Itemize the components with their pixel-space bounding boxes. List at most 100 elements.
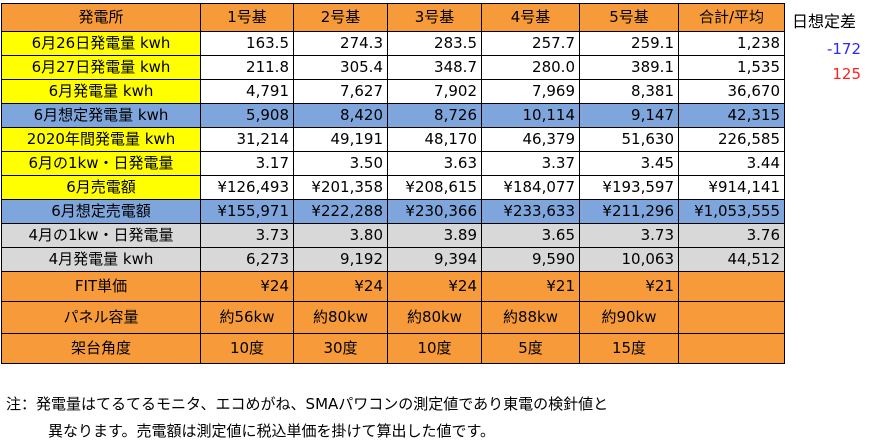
row-label: 4月発電量 kwh — [1, 247, 201, 272]
table-cell: 9,192 — [293, 247, 388, 272]
table-cell: ¥21 — [481, 271, 580, 302]
table-cell: 274.3 — [293, 31, 388, 56]
table-cell: 211.8 — [200, 55, 294, 80]
table-cell: 226,585 — [678, 127, 785, 152]
row-label: 6月27日発電量 kwh — [1, 55, 201, 80]
table-row: 6月27日発電量 kwh 211.8 305.4 348.7 280.0 389.1 1,5… — [1, 55, 785, 80]
table-cell: 3.63 — [387, 151, 482, 176]
row-label: 6月想定発電量 kwh — [1, 103, 201, 128]
table-cell: ¥201,358 — [293, 175, 388, 200]
table-cell: 31,214 — [200, 127, 294, 152]
table-cell: 約90kw — [579, 301, 679, 334]
table-cell: 48,170 — [387, 127, 482, 152]
table-cell: 163.5 — [200, 31, 294, 56]
table-cell: ¥155,971 — [200, 199, 294, 224]
table-cell: 8,726 — [387, 103, 482, 128]
table-cell: 約88kw — [481, 301, 580, 334]
table-cell: 7,902 — [387, 79, 482, 104]
row-label: 6月想定売電額 — [1, 199, 201, 224]
row-label: 架台角度 — [1, 333, 201, 364]
table-cell: ¥193,597 — [579, 175, 679, 200]
row-label: 6月の1kw・日発電量 — [1, 151, 201, 176]
table-cell: 約80kw — [293, 301, 388, 334]
table-row: 4月の1kw・日発電量 3.73 3.80 3.89 3.65 3.73 3.76 — [1, 223, 785, 248]
header-col-4: 4号基 — [481, 3, 580, 32]
power-plant-table: 発電所 1号基 2号基 3号基 4号基 5号基 合計/平均 6月26日発電量 kwh 163.5… — [1, 3, 785, 364]
table-cell: 10度 — [200, 333, 294, 364]
table-cell: 10度 — [387, 333, 482, 364]
table-cell: ¥914,141 — [678, 175, 785, 200]
table-cell: 4,791 — [200, 79, 294, 104]
table-cell: 3.73 — [200, 223, 294, 248]
table-cell: 1,238 — [678, 31, 785, 56]
table-cell: 30度 — [293, 333, 388, 364]
header-col-2: 2号基 — [293, 3, 388, 32]
table-cell: 8,381 — [579, 79, 679, 104]
table-cell: 5度 — [481, 333, 580, 364]
table-cell: ¥24 — [387, 271, 482, 302]
table-cell: 44,512 — [678, 247, 785, 272]
table-cell: 3.73 — [579, 223, 679, 248]
table-row: 6月発電量 kwh 4,791 7,627 7,902 7,969 8,381 36,670 — [1, 79, 785, 104]
header-col-1: 1号基 — [200, 3, 294, 32]
table-cell: 3.44 — [678, 151, 785, 176]
table-cell: 約56kw — [200, 301, 294, 334]
table-cell: 389.1 — [579, 55, 679, 80]
table-cell: ¥222,288 — [293, 199, 388, 224]
table-row: 6月想定発電量 kwh 5,908 8,420 8,726 10,114 9,147 42,… — [1, 103, 785, 128]
table-cell: 348.7 — [387, 55, 482, 80]
table-cell: ¥24 — [200, 271, 294, 302]
table-row: 2020年間発電量 kwh 31,214 49,191 48,170 46,379 51,… — [1, 127, 785, 152]
table-cell: ¥21 — [579, 271, 679, 302]
header-col-6: 合計/平均 — [678, 3, 785, 32]
table-cell: 283.5 — [387, 31, 482, 56]
table-cell: 5,908 — [200, 103, 294, 128]
table-cell: 3.45 — [579, 151, 679, 176]
table-cell — [678, 301, 785, 334]
diff-jun26: -172 — [826, 40, 861, 58]
row-label: 2020年間発電量 kwh — [1, 127, 201, 152]
table-cell: 36,670 — [678, 79, 785, 104]
row-label: パネル容量 — [1, 301, 201, 334]
table-cell: 3.89 — [387, 223, 482, 248]
table-cell: 51,630 — [579, 127, 679, 152]
table-cell: 9,147 — [579, 103, 679, 128]
table-row: 6月26日発電量 kwh 163.5 274.3 283.5 257.7 259.1 1,2… — [1, 31, 785, 56]
table-row: 6月想定売電額 ¥155,971 ¥222,288 ¥230,366 ¥233,633 ¥… — [1, 199, 785, 224]
table-cell: 8,420 — [293, 103, 388, 128]
table-cell: 49,191 — [293, 127, 388, 152]
table-cell: 9,590 — [481, 247, 580, 272]
table-cell: 6,273 — [200, 247, 294, 272]
table-cell: 42,315 — [678, 103, 785, 128]
table-cell: 10,063 — [579, 247, 679, 272]
table-row: 6月の1kw・日発電量 3.17 3.50 3.63 3.37 3.45 3.44 — [1, 151, 785, 176]
table-cell: 10,114 — [481, 103, 580, 128]
table-row: パネル容量 約56kw 約80kw 約80kw 約88kw 約90kw — [1, 301, 785, 334]
table-cell: ¥211,296 — [579, 199, 679, 224]
table-cell: 1,535 — [678, 55, 785, 80]
table-cell: 7,969 — [481, 79, 580, 104]
diff-jun27: 125 — [832, 65, 861, 83]
footnote-line-2: 異なります。売電額は測定値に税込単価を掛けて算出した値です。 — [48, 422, 496, 440]
table-cell: 3.37 — [481, 151, 580, 176]
table-cell: 約80kw — [387, 301, 482, 334]
daily-expected-diff-title: 日想定差 — [792, 12, 857, 31]
table-cell: 305.4 — [293, 55, 388, 80]
table-cell: 3.17 — [200, 151, 294, 176]
table-cell: ¥208,615 — [387, 175, 482, 200]
table-row: FIT単価 ¥24 ¥24 ¥24 ¥21 ¥21 — [1, 271, 785, 302]
table-cell: ¥184,077 — [481, 175, 580, 200]
table-cell: 9,394 — [387, 247, 482, 272]
row-label: FIT単価 — [1, 271, 201, 302]
table-cell: 46,379 — [481, 127, 580, 152]
row-label: 6月発電量 kwh — [1, 79, 201, 104]
table-cell: ¥230,366 — [387, 199, 482, 224]
table-row: 4月発電量 kwh 6,273 9,192 9,394 9,590 10,063 44,51… — [1, 247, 785, 272]
table-cell: 3.76 — [678, 223, 785, 248]
row-label: 4月の1kw・日発電量 — [1, 223, 201, 248]
header-col-3: 3号基 — [387, 3, 482, 32]
table-cell: ¥233,633 — [481, 199, 580, 224]
header-row: 発電所 1号基 2号基 3号基 4号基 5号基 合計/平均 — [1, 3, 785, 32]
table-cell: ¥24 — [293, 271, 388, 302]
